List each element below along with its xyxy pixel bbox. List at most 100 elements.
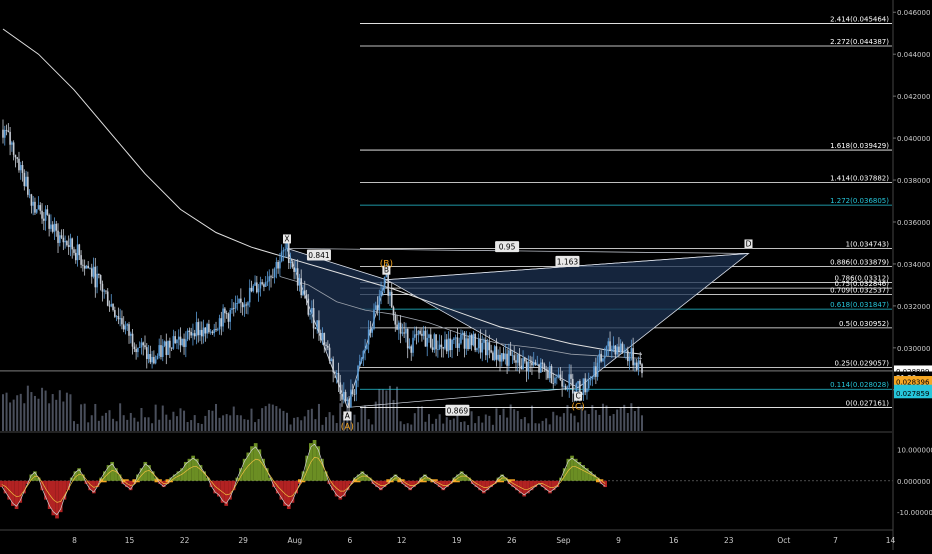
oscillator-bar bbox=[492, 480, 497, 484]
time-axis-label: 29 bbox=[238, 536, 248, 545]
candle-body bbox=[311, 308, 313, 314]
candle-body bbox=[399, 322, 402, 334]
volume-bar bbox=[587, 414, 590, 431]
candle-body bbox=[515, 360, 517, 363]
volume-bar bbox=[538, 423, 541, 431]
point-secondary-label: (C) bbox=[571, 403, 584, 413]
candle-body bbox=[234, 303, 237, 309]
volume-bar bbox=[577, 422, 580, 431]
candle-body bbox=[103, 290, 105, 292]
candle-body bbox=[51, 224, 54, 232]
fib-level-label: 0.5(0.030952) bbox=[839, 320, 889, 328]
time-axis-label: 12 bbox=[397, 536, 407, 545]
oscillator-bar bbox=[526, 480, 530, 494]
candle-body bbox=[506, 353, 508, 366]
candle-body bbox=[108, 305, 111, 307]
volume-bar bbox=[158, 419, 161, 431]
volume-bar bbox=[548, 424, 551, 431]
oscillator-bar bbox=[338, 480, 343, 500]
candle-body bbox=[428, 334, 430, 338]
ratio-label-box bbox=[495, 241, 520, 253]
oscillator-bar bbox=[114, 468, 118, 481]
candle-body bbox=[167, 340, 169, 355]
candle-body bbox=[115, 316, 118, 317]
candle-body bbox=[394, 315, 397, 325]
candle-body bbox=[209, 331, 212, 333]
candle-body bbox=[169, 340, 171, 348]
time-axis-label: Sep bbox=[556, 536, 570, 545]
ratio-label: 0.869 bbox=[447, 406, 469, 415]
candle-body bbox=[213, 329, 216, 334]
candle-body bbox=[472, 334, 475, 346]
oscillator-bar bbox=[419, 477, 424, 481]
volume-bar bbox=[328, 412, 331, 431]
volume-bar bbox=[545, 418, 548, 431]
price-axis-label: 0.034000 bbox=[897, 261, 930, 269]
volume-bar bbox=[101, 415, 104, 431]
oscillator-bar bbox=[136, 474, 140, 481]
oscillator-bar bbox=[566, 458, 571, 481]
volume-bar bbox=[584, 410, 587, 431]
volume-bar bbox=[168, 419, 171, 431]
candle-body bbox=[618, 346, 620, 352]
candle-body bbox=[256, 282, 258, 293]
candle-body bbox=[286, 241, 288, 250]
candle-body bbox=[334, 372, 336, 374]
candle-body bbox=[328, 347, 331, 362]
volume-bar bbox=[140, 407, 143, 431]
oscillator-bar bbox=[62, 480, 67, 500]
candle-body bbox=[568, 374, 571, 388]
price-axis-label: 0.046000 bbox=[897, 9, 930, 17]
point-label: D bbox=[746, 239, 752, 248]
candle-body bbox=[195, 322, 198, 337]
candle-body bbox=[628, 356, 631, 362]
harmonic-pattern[interactable]: 0.841 0.95 1.163 0.869 bbox=[286, 241, 750, 416]
candle-body bbox=[460, 334, 462, 344]
volume-bar bbox=[456, 407, 459, 431]
candle-body bbox=[451, 340, 453, 351]
candle-body bbox=[183, 338, 185, 347]
candle-body bbox=[382, 288, 384, 291]
oscillator-bar bbox=[386, 480, 390, 484]
volume-bar bbox=[62, 401, 65, 431]
candle-body bbox=[247, 302, 249, 306]
candle-body bbox=[591, 376, 594, 380]
oscillator-bar bbox=[581, 465, 585, 481]
volume-bar bbox=[385, 390, 388, 431]
volume-bar bbox=[264, 406, 267, 431]
candle-body bbox=[406, 328, 409, 349]
oscillator-bar bbox=[470, 480, 475, 484]
candle-body bbox=[87, 265, 89, 269]
volume-bar bbox=[204, 415, 207, 431]
candle-body bbox=[287, 241, 290, 263]
oscillator-bar bbox=[139, 468, 144, 481]
candle-body bbox=[19, 165, 22, 171]
volume-bar bbox=[353, 414, 356, 431]
fib-level-label: 0.886(0.033879) bbox=[830, 258, 889, 266]
oscillator-bar bbox=[217, 480, 221, 497]
candle-body bbox=[218, 318, 221, 330]
candle-body bbox=[458, 343, 460, 348]
oscillator-bar bbox=[250, 446, 254, 481]
oscillator-bar bbox=[500, 474, 504, 481]
oscillator-bar bbox=[573, 458, 578, 481]
oscillator-bar bbox=[246, 452, 251, 481]
candle-body bbox=[536, 364, 539, 366]
candle-body bbox=[634, 362, 636, 366]
candle-body bbox=[584, 378, 586, 393]
candle-body bbox=[442, 347, 444, 349]
price-tag: 0.027859 bbox=[896, 390, 929, 398]
candle-body bbox=[121, 318, 123, 325]
candle-body bbox=[135, 349, 137, 353]
point-label: C bbox=[575, 392, 580, 401]
volume-bar bbox=[381, 389, 384, 431]
volume-bar bbox=[580, 405, 583, 431]
oscillator-bar bbox=[294, 480, 298, 494]
volume-bar bbox=[261, 408, 264, 431]
candle-body bbox=[351, 389, 354, 395]
oscillator-bar bbox=[529, 480, 534, 491]
oscillator-axis-label: 10.000000 bbox=[897, 446, 932, 454]
candle-body bbox=[637, 360, 640, 370]
oscillator-bar bbox=[588, 471, 593, 481]
candle-body bbox=[417, 330, 420, 335]
